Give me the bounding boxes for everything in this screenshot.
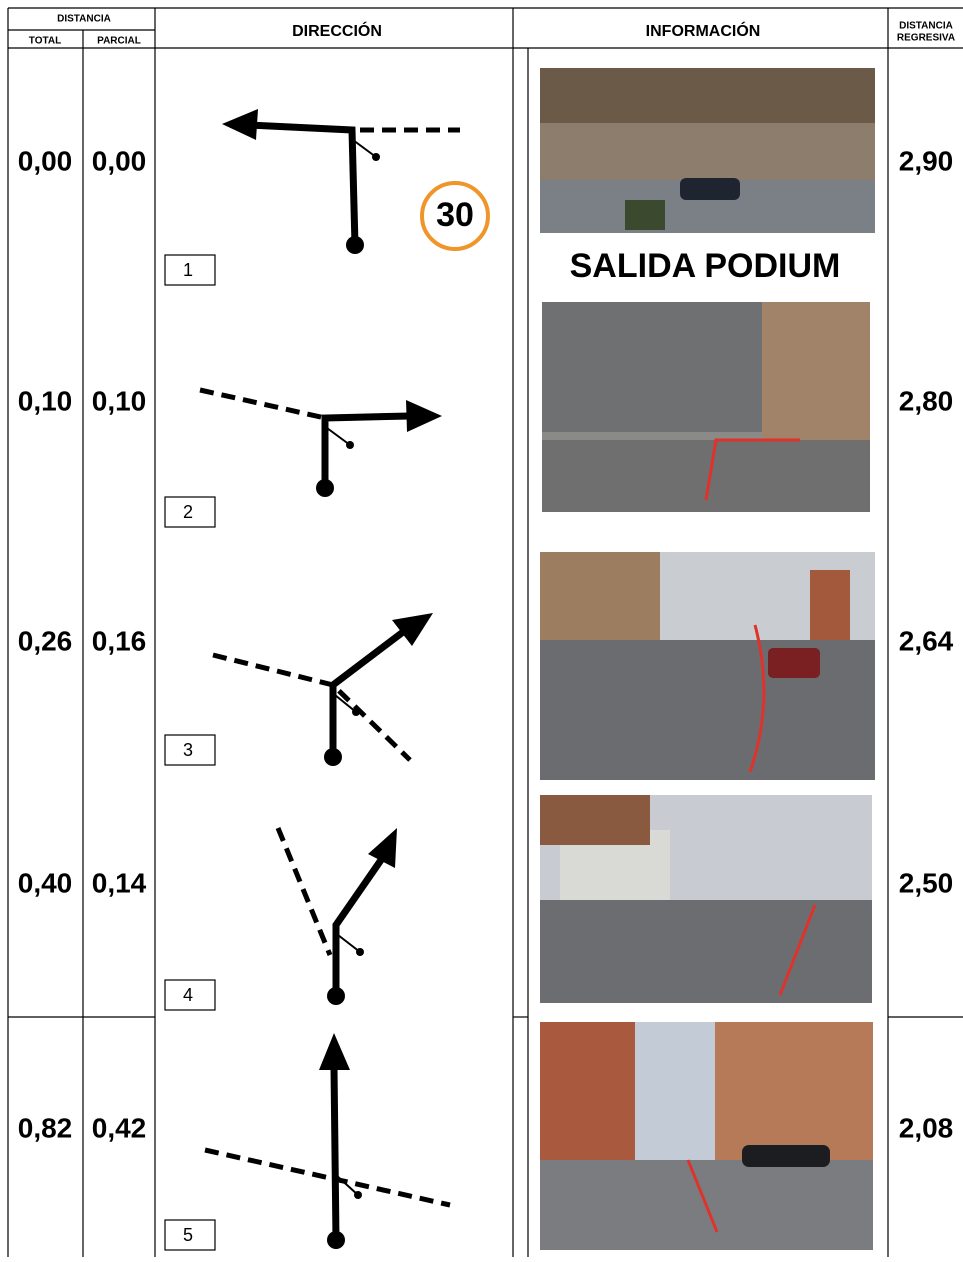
info-note: SALIDA PODIUM (570, 247, 841, 285)
remaining-distance: 2,08 (899, 1112, 954, 1143)
total-distance: 0,00 (18, 145, 73, 176)
total-distance: 0,26 (18, 625, 73, 656)
rows: 0,00 0,00 2,90 1 SALIDA PODIUM 30 0,10 0,10 2,80… (18, 145, 954, 1251)
header-regresiva: DISTANCIA (899, 21, 953, 32)
remaining-distance: 2,90 (899, 145, 954, 176)
partial-distance: 0,42 (92, 1112, 147, 1143)
total-distance: 0,40 (18, 867, 73, 898)
photo-1 (540, 68, 875, 233)
step-box (164, 254, 216, 286)
step-number: 3 (183, 740, 193, 760)
step-box (164, 979, 216, 1011)
header-informacion: INFORMACIÓN (646, 21, 761, 40)
partial-distance: 0,14 (92, 867, 147, 898)
partial-distance: 0,16 (92, 625, 147, 656)
tulip-3 (212, 613, 433, 766)
step-number: 2 (183, 502, 193, 522)
table-grid (7, 7, 963, 1257)
photo-2 (542, 302, 870, 512)
remaining-distance: 2,64 (899, 625, 954, 656)
partial-distance: 0,10 (92, 385, 147, 416)
total-distance: 0,10 (18, 385, 73, 416)
step-box (164, 734, 216, 766)
header-direccion: DIRECCIÓN (292, 21, 382, 40)
tulip-1 (222, 109, 490, 254)
header-regresiva: REGRESIVA (897, 33, 955, 44)
step-box (164, 1219, 216, 1251)
total-distance: 0,82 (18, 1112, 73, 1143)
partial-distance: 0,00 (92, 145, 147, 176)
speed-limit: 30 (436, 196, 474, 234)
step-number: 5 (183, 1225, 193, 1245)
header-parcial: PARCIAL (97, 36, 141, 47)
tulip-2 (199, 387, 442, 497)
step-box (164, 496, 216, 528)
step-number: 4 (183, 985, 193, 1005)
header-distancia: DISTANCIA (57, 14, 111, 25)
tulip-4 (275, 827, 397, 1005)
step-number: 1 (183, 260, 193, 280)
tulip-5 (204, 1033, 451, 1249)
header-total: TOTAL (29, 36, 61, 47)
remaining-distance: 2,50 (899, 867, 954, 898)
photo-5 (540, 1022, 873, 1250)
photo-3 (540, 552, 875, 780)
photo-4 (540, 795, 872, 1003)
remaining-distance: 2,80 (899, 385, 954, 416)
